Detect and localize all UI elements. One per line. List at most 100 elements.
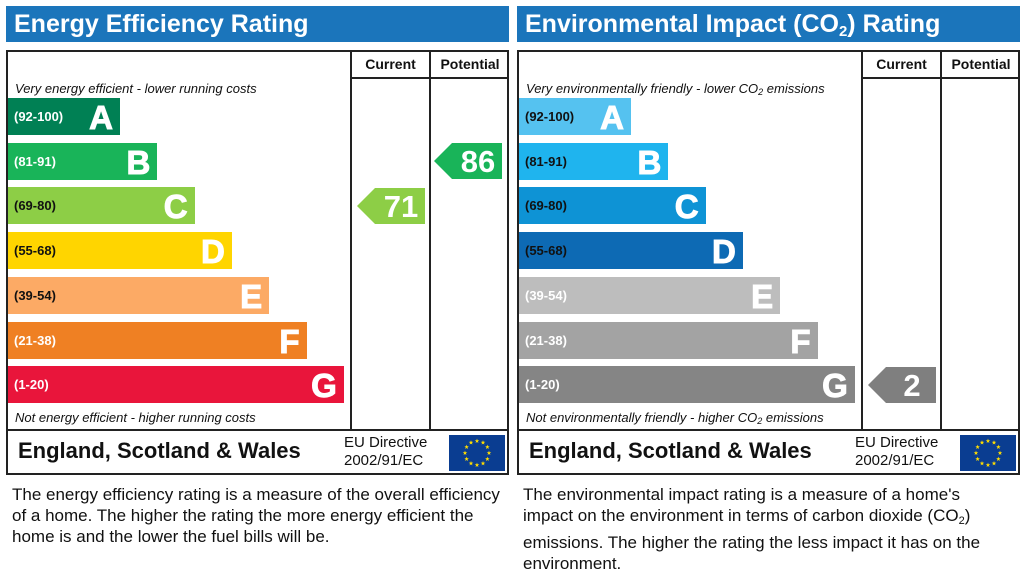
- top-note: Very environmentally friendly - lower CO…: [526, 81, 825, 97]
- eu-directive: EU Directive 2002/91/EC: [855, 434, 938, 470]
- eu-flag-icon: [449, 435, 505, 471]
- band-b: (81-91) B: [519, 142, 669, 181]
- band-d: (55-68) D: [519, 232, 743, 271]
- flag-star: [997, 450, 1003, 455]
- current-column-header: Current: [876, 56, 927, 72]
- flag-star: [485, 444, 490, 449]
- current-rating-indicator: 71: [357, 187, 425, 224]
- directive-line-2: 2002/91/EC: [344, 452, 424, 469]
- flag-star: [975, 456, 980, 461]
- potential-rating-indicator: 86: [434, 143, 502, 180]
- band-letter: G: [311, 367, 338, 405]
- flag-star: [468, 440, 474, 445]
- flag-star: [996, 444, 1001, 449]
- flag-star: [991, 440, 997, 445]
- flag-star: [991, 460, 997, 466]
- flag-star: [464, 444, 469, 449]
- flag-star: [474, 462, 480, 467]
- band-c: (69-80) C: [8, 187, 195, 226]
- band-a: (92-100) A: [8, 98, 120, 137]
- potential-rating-value: 86: [460, 144, 496, 180]
- flag-star: [973, 450, 979, 455]
- band-a: (92-100) A: [519, 98, 631, 137]
- description: The energy efficiency rating is a measur…: [12, 485, 500, 546]
- directive-line-1: EU Directive: [344, 434, 428, 451]
- bottom-note: Not energy efficient - higher running co…: [15, 410, 256, 425]
- band-range: (55-68): [525, 243, 567, 259]
- footer: England, Scotland & Wales EU Directive 2…: [517, 431, 1020, 475]
- band-letter: G: [822, 367, 849, 405]
- band-c: (69-80) C: [519, 187, 706, 226]
- flag-star: [975, 444, 980, 449]
- band-letter: D: [712, 233, 737, 271]
- flag-star: [979, 440, 985, 445]
- band-f: (21-38) F: [8, 321, 307, 360]
- band-range: (21-38): [14, 332, 56, 348]
- description: The environmental impact rating is a mea…: [523, 485, 981, 573]
- band-letter: C: [674, 188, 699, 226]
- band-g: (1-20) G: [519, 366, 855, 405]
- band-range: (92-100): [525, 109, 575, 124]
- band-range: (55-68): [14, 243, 56, 259]
- environmental-impact-panel: Environmental Impact (CO2) Rating Curren…: [517, 6, 1020, 573]
- rating-frame: [517, 50, 1020, 431]
- band-range: (81-91): [525, 153, 567, 169]
- current-rating-indicator: 2: [868, 366, 936, 403]
- band-range: (21-38): [525, 332, 567, 348]
- flag-star: [474, 438, 480, 443]
- band-e: (39-54) E: [8, 276, 270, 315]
- band-range: (69-80): [14, 198, 56, 214]
- band-g: (1-20) G: [8, 366, 344, 405]
- band-letter: B: [637, 143, 662, 181]
- current-arrow-shape: [868, 366, 936, 403]
- flag-star: [485, 456, 490, 461]
- region-label: England, Scotland & Wales: [529, 438, 812, 463]
- potential-column-header: Potential: [951, 56, 1011, 72]
- band-letter: F: [790, 322, 811, 360]
- rating-frame: [6, 50, 509, 431]
- band-letter: B: [126, 143, 151, 181]
- band-range: (1-20): [14, 377, 49, 393]
- directive-line-2: 2002/91/EC: [855, 452, 935, 469]
- band-b: (81-91) B: [8, 142, 158, 181]
- band-range: (69-80): [525, 198, 567, 214]
- flag-star: [480, 460, 486, 466]
- flag-star: [985, 438, 991, 443]
- band-letter: E: [240, 277, 263, 315]
- band-letter: A: [600, 99, 625, 137]
- flag-star: [468, 460, 474, 466]
- region-label: England, Scotland & Wales: [18, 438, 301, 463]
- bottom-note: Not environmentally friendly - higher CO…: [526, 410, 824, 426]
- flag-star: [462, 450, 468, 455]
- band-range: (81-91): [14, 153, 56, 169]
- band-letter: E: [751, 277, 774, 315]
- potential-arrow-shape: [434, 143, 502, 180]
- flag-star: [480, 440, 486, 445]
- band-range: (1-20): [525, 377, 560, 393]
- flag-star: [985, 462, 991, 467]
- directive-line-1: EU Directive: [855, 434, 939, 451]
- band-letter: A: [89, 99, 114, 137]
- current-column-header: Current: [365, 56, 416, 72]
- panel-title: Energy Efficiency Rating: [6, 6, 509, 42]
- footer: England, Scotland & Wales EU Directive 2…: [6, 431, 509, 475]
- flag-star: [979, 460, 985, 466]
- band-d: (55-68) D: [8, 232, 232, 271]
- flag-star: [486, 450, 492, 455]
- energy-efficiency-panel: Energy Efficiency Rating Current Potenti…: [6, 6, 509, 568]
- top-note: Very energy efficient - lower running co…: [15, 81, 257, 96]
- band-range: (92-100): [14, 109, 64, 124]
- panel-title: Environmental Impact (CO2) Rating: [517, 6, 1020, 42]
- eu-directive: EU Directive 2002/91/EC: [344, 434, 427, 470]
- band-letter: F: [279, 322, 300, 360]
- band-range: (39-54): [14, 287, 56, 303]
- band-range: (39-54): [525, 287, 567, 303]
- band-e: (39-54) E: [519, 276, 781, 315]
- current-arrow-shape: [357, 187, 425, 224]
- eu-flag-icon: [960, 435, 1016, 471]
- current-rating-value: 71: [383, 188, 419, 224]
- current-rating-value: 2: [903, 367, 921, 403]
- band-f: (21-38) F: [519, 321, 818, 360]
- potential-column-header: Potential: [440, 56, 500, 72]
- flag-star: [464, 456, 469, 461]
